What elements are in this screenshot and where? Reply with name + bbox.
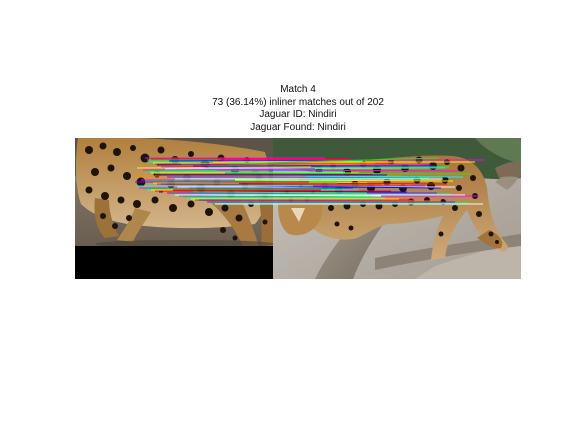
match-number-label: Match 4	[280, 84, 316, 95]
match-figure	[75, 138, 521, 279]
jaguar-found-label: Jaguar Found: Nindiri	[250, 121, 346, 133]
inlier-matches-label: 73 (36.14%) inliner matches out of 202	[212, 96, 384, 108]
match-lines	[133, 157, 485, 205]
left-image-padding	[75, 246, 273, 279]
match-figure-canvas	[75, 138, 521, 279]
figure-title: Match 4 73 (36.14%) inliner matches out …	[0, 84, 576, 134]
jaguar-id-label: Jaguar ID: Nindiri	[259, 109, 337, 120]
